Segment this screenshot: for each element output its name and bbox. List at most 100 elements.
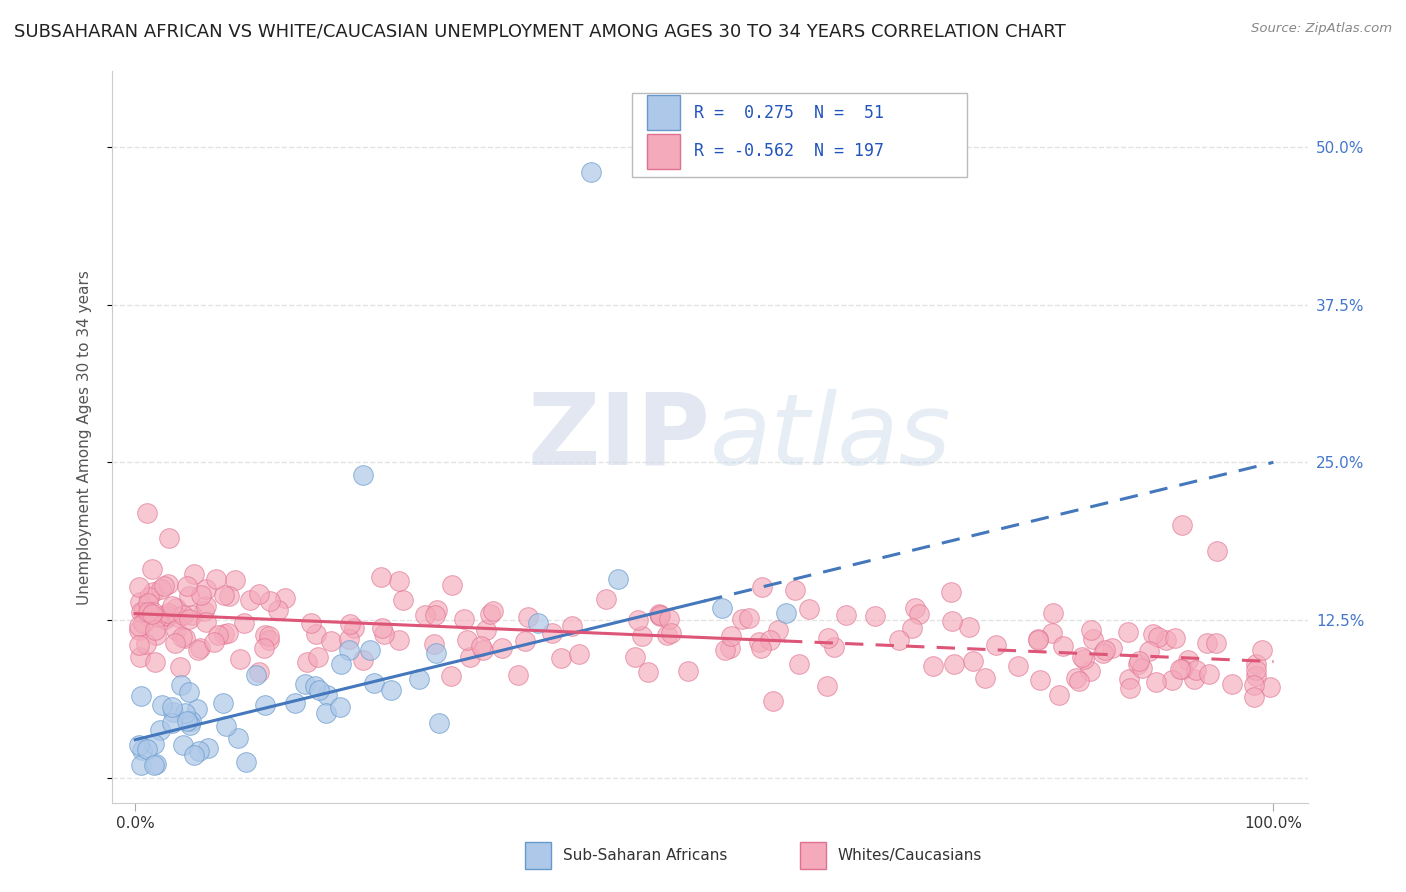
Point — [1029, 673, 1052, 688]
Point — [766, 623, 789, 637]
Point — [1142, 627, 1164, 641]
Point — [235, 755, 257, 769]
Point — [129, 690, 152, 704]
Point — [165, 600, 187, 615]
Point — [984, 638, 1007, 652]
Point — [143, 655, 166, 669]
Point — [259, 593, 281, 607]
Point — [392, 593, 415, 607]
Point — [482, 604, 505, 618]
Point — [359, 643, 381, 657]
Point — [232, 616, 254, 631]
FancyBboxPatch shape — [633, 94, 967, 178]
Point — [637, 665, 659, 680]
Point — [202, 635, 225, 649]
Point — [1064, 671, 1087, 685]
Point — [194, 582, 217, 597]
Point — [315, 706, 337, 720]
Point — [817, 631, 839, 645]
Point — [658, 612, 681, 626]
Point — [474, 623, 496, 637]
Point — [187, 643, 209, 657]
Point — [129, 650, 152, 665]
Point — [388, 574, 411, 589]
Point — [132, 605, 155, 619]
Point — [561, 619, 583, 633]
Point — [142, 585, 165, 599]
Text: SUBSAHARAN AFRICAN VS WHITE/CAUCASIAN UNEMPLOYMENT AMONG AGES 30 TO 34 YEARS COR: SUBSAHARAN AFRICAN VS WHITE/CAUCASIAN UN… — [14, 22, 1066, 40]
Point — [1126, 657, 1149, 671]
Point — [267, 603, 290, 617]
Point — [136, 596, 159, 610]
Point — [491, 640, 513, 655]
Point — [162, 705, 184, 719]
Point — [408, 672, 430, 686]
Point — [176, 714, 198, 729]
Point — [595, 592, 617, 607]
Point — [212, 696, 235, 710]
Point — [513, 634, 536, 648]
Text: Source: ZipAtlas.com: Source: ZipAtlas.com — [1251, 22, 1392, 36]
Point — [207, 628, 229, 642]
Point — [426, 602, 449, 616]
Point — [517, 610, 540, 624]
Point — [204, 572, 226, 586]
Point — [423, 637, 446, 651]
Point — [941, 614, 963, 628]
Point — [141, 607, 163, 621]
Point — [1092, 647, 1115, 661]
Point — [921, 659, 943, 673]
Point — [714, 642, 737, 657]
Point — [627, 613, 650, 627]
Text: R = -0.562  N = 197: R = -0.562 N = 197 — [695, 143, 884, 161]
Point — [128, 580, 150, 594]
Point — [1042, 606, 1064, 620]
Point — [177, 685, 200, 699]
Point — [253, 698, 276, 712]
Point — [1177, 653, 1199, 667]
Point — [176, 579, 198, 593]
Point — [141, 562, 163, 576]
Point — [149, 723, 172, 737]
Point — [373, 627, 395, 641]
Point — [218, 590, 240, 604]
Point — [720, 629, 742, 643]
Point — [1067, 674, 1090, 689]
Point — [749, 640, 772, 655]
Point — [815, 679, 838, 693]
Point — [145, 628, 167, 642]
Point — [1244, 663, 1267, 677]
Point — [1198, 667, 1220, 681]
Point — [370, 621, 392, 635]
Point — [661, 626, 683, 640]
Point — [941, 584, 963, 599]
Point — [425, 646, 447, 660]
Point — [177, 612, 200, 626]
FancyBboxPatch shape — [524, 841, 551, 870]
Point — [711, 601, 734, 615]
Point — [1147, 631, 1170, 645]
Point — [254, 628, 277, 642]
Point — [307, 649, 329, 664]
Point — [274, 591, 297, 605]
Point — [974, 671, 997, 685]
Point — [352, 653, 374, 667]
Point — [863, 609, 886, 624]
Point — [1047, 688, 1070, 702]
Point — [1244, 657, 1267, 672]
Point — [294, 677, 316, 691]
Point — [527, 616, 550, 631]
Point — [257, 630, 280, 644]
Point — [751, 580, 773, 594]
Point — [284, 697, 307, 711]
Point — [1078, 665, 1101, 679]
Point — [647, 607, 669, 621]
Point — [1026, 632, 1049, 646]
Point — [186, 702, 208, 716]
Point — [1258, 680, 1281, 694]
Text: R =  0.275  N =  51: R = 0.275 N = 51 — [695, 103, 884, 122]
Point — [957, 620, 980, 634]
Text: Sub-Saharan Africans: Sub-Saharan Africans — [562, 848, 727, 863]
Point — [889, 633, 911, 648]
Point — [1164, 631, 1187, 645]
